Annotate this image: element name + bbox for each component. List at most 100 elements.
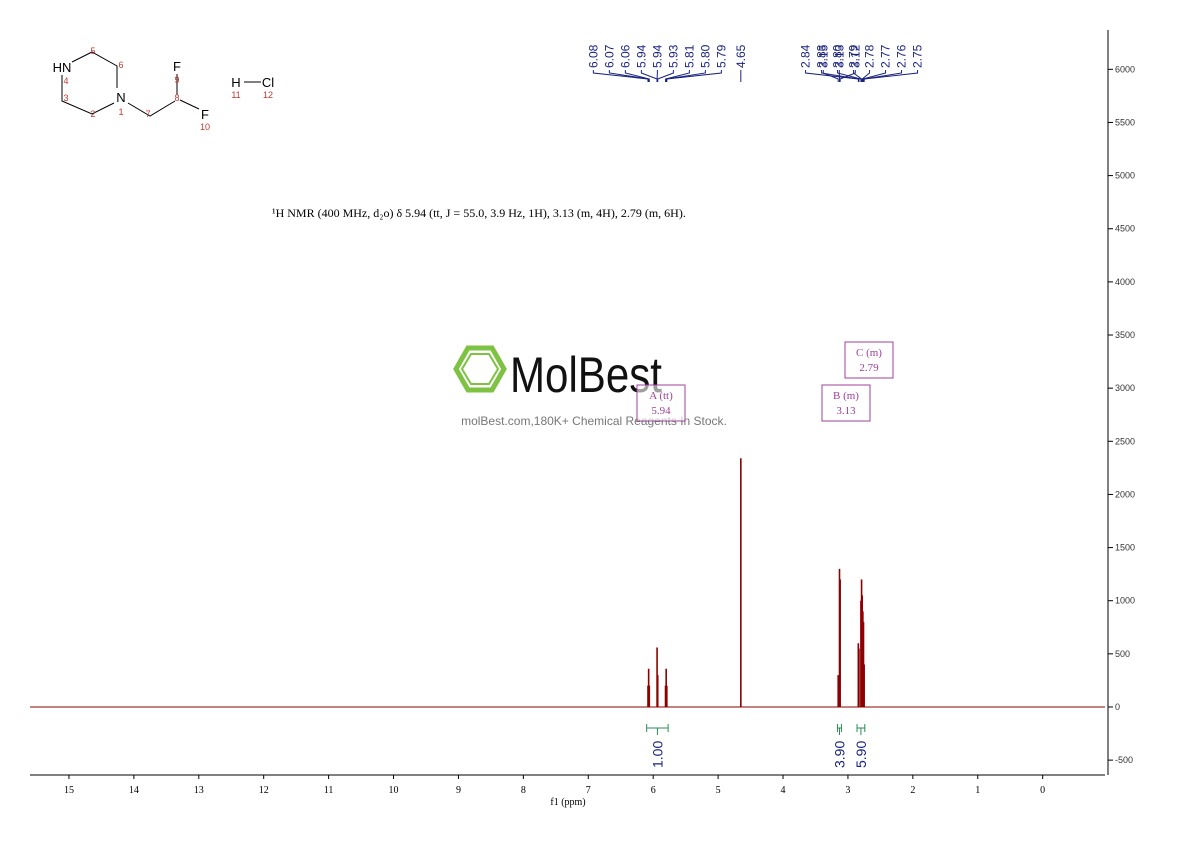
y-tick-label: 2500 xyxy=(1115,436,1135,446)
peak-connector xyxy=(624,70,650,82)
peak-connector xyxy=(821,70,860,82)
atom-number: 7 xyxy=(145,109,150,119)
peak-connector xyxy=(666,70,722,82)
peak-label: 2.78 xyxy=(863,44,877,68)
x-tick-label: 10 xyxy=(389,785,399,796)
peak-label: 2.76 xyxy=(895,44,909,68)
atom-number: 6 xyxy=(118,60,123,70)
peak-connector xyxy=(592,70,649,82)
peak-label: 5.94 xyxy=(650,44,664,68)
multiplet-shift: 3.13 xyxy=(836,405,856,417)
integral-label: 1.00 xyxy=(649,741,665,768)
watermark-tagline: molBest.com,180K+ Chemical Reagents In S… xyxy=(461,414,727,428)
y-tick-label: 5000 xyxy=(1115,171,1135,181)
atom-number: 3 xyxy=(63,93,68,103)
y-tick-label: 4000 xyxy=(1115,277,1135,287)
x-tick-label: 1 xyxy=(975,785,980,796)
y-tick-label: 6000 xyxy=(1115,64,1135,74)
peak-label: 2.80 xyxy=(831,44,845,68)
atom-number: 11 xyxy=(231,90,240,100)
peak-label: 6.08 xyxy=(586,44,600,68)
annotation: ¹H NMR (400 MHz, d₂o) δ 5.94 (tt, J = 55… xyxy=(272,206,686,220)
peak-label: 5.79 xyxy=(714,44,728,68)
peak-connector xyxy=(665,70,706,82)
peak-connector xyxy=(657,70,674,82)
atom: N xyxy=(116,90,125,105)
atom-number: 5 xyxy=(90,46,95,56)
peak-label: 5.80 xyxy=(698,44,712,68)
watermark-logo xyxy=(453,345,507,393)
x-tick-label: 12 xyxy=(259,785,269,796)
atom: H xyxy=(231,75,240,90)
x-tick-label: 3 xyxy=(845,785,850,796)
bond xyxy=(127,100,176,117)
atom-number: 12 xyxy=(263,90,273,100)
atom-number: 8 xyxy=(174,93,179,103)
y-tick-label: 500 xyxy=(1115,649,1130,659)
x-axis-label: f1 (ppm) xyxy=(550,797,585,808)
bond xyxy=(71,51,118,88)
x-tick-label: 0 xyxy=(1040,785,1045,796)
peak-label: 2.79 xyxy=(847,44,861,68)
x-tick-label: 13 xyxy=(194,785,204,796)
peak-label: 3.12 xyxy=(848,44,862,68)
y-tick-label: 1500 xyxy=(1115,543,1135,553)
peak-label: 2.77 xyxy=(879,44,893,68)
integral-label: 5.90 xyxy=(853,741,869,768)
peak-connector xyxy=(863,70,903,82)
y-tick-label: 1000 xyxy=(1115,596,1135,606)
atom: HN xyxy=(53,60,72,75)
multiplet-name: A (tt) xyxy=(649,390,673,402)
multiplet-box xyxy=(636,384,686,422)
peak-connector xyxy=(853,70,863,82)
peak-connector xyxy=(665,70,690,82)
y-tick-label: 5500 xyxy=(1115,117,1135,127)
multiplet-box xyxy=(844,341,894,379)
peak-label: 6.07 xyxy=(602,44,616,68)
x-tick-label: 11 xyxy=(324,785,334,796)
atom-number: 10 xyxy=(200,122,210,132)
multiplet-name: C (m) xyxy=(856,347,882,359)
peak-label: 2.75 xyxy=(911,44,925,68)
peak-label: 2.83 xyxy=(815,44,829,68)
peak-label: 5.81 xyxy=(682,44,696,68)
multiplet-shift: 5.94 xyxy=(651,405,671,417)
peak-label: 4.65 xyxy=(734,44,748,68)
multiplet-name: B (m) xyxy=(833,390,859,402)
peak-label: 2.84 xyxy=(799,44,813,68)
y-tick-label: 0 xyxy=(1115,702,1120,712)
x-tick-label: 4 xyxy=(781,785,786,796)
x-tick-label: 15 xyxy=(64,785,74,796)
multiplet-shift: 2.79 xyxy=(859,362,879,374)
peak-connector xyxy=(805,70,859,82)
peak-label: 3.13 xyxy=(832,44,846,68)
x-tick-label: 8 xyxy=(521,785,526,796)
integral-label: 3.90 xyxy=(831,741,847,768)
atom-number: 1 xyxy=(118,107,123,117)
y-tick-label: -500 xyxy=(1115,755,1133,765)
x-tick-label: 7 xyxy=(586,785,591,796)
bond xyxy=(179,99,200,110)
atom-number: 9 xyxy=(174,75,179,85)
peak-connector xyxy=(861,70,871,82)
peak-label: 3.15 xyxy=(816,44,830,68)
peak-connector xyxy=(862,70,887,82)
peak-connector xyxy=(863,70,919,82)
x-tick-label: 14 xyxy=(129,785,139,796)
peak-connector xyxy=(837,70,862,82)
peak-label: 5.93 xyxy=(666,44,680,68)
atom: F xyxy=(201,107,209,122)
atom: Cl xyxy=(262,75,274,90)
atom-number: 2 xyxy=(90,109,95,119)
y-tick-label: 3000 xyxy=(1115,383,1135,393)
y-tick-label: 3500 xyxy=(1115,330,1135,340)
x-tick-label: 9 xyxy=(456,785,461,796)
peak-label: 6.06 xyxy=(618,44,632,68)
x-tick-label: 5 xyxy=(716,785,721,796)
structure xyxy=(61,51,261,117)
y-tick-label: 2000 xyxy=(1115,489,1135,499)
peak-connector xyxy=(608,70,650,82)
x-tick-label: 2 xyxy=(910,785,915,796)
